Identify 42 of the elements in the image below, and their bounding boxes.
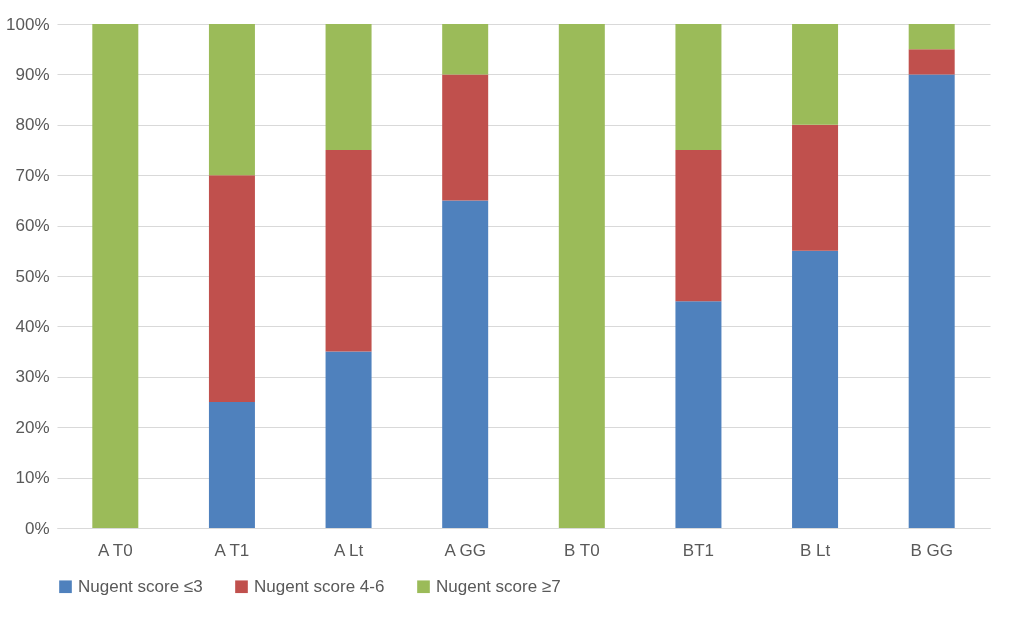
bar	[675, 301, 722, 528]
bar	[208, 175, 255, 402]
x-tick-label: BT1	[682, 540, 715, 560]
bar	[442, 24, 489, 75]
y-tick-label: 80%	[15, 115, 50, 135]
x-tick-label: B GG	[910, 540, 953, 560]
bar	[792, 250, 839, 528]
bar	[908, 74, 955, 528]
bar	[442, 200, 489, 528]
bar	[792, 124, 839, 251]
bar	[675, 150, 722, 302]
bar	[558, 24, 605, 528]
bar	[908, 49, 955, 75]
x-tick-label: A T0	[97, 540, 133, 560]
legend-label: Nugent score 4-6	[254, 576, 385, 596]
y-tick-label: 90%	[15, 64, 50, 84]
bar	[325, 351, 372, 528]
bar	[442, 74, 489, 201]
bar	[792, 24, 839, 125]
y-tick-label: 10%	[15, 468, 50, 488]
bar	[208, 402, 255, 528]
bar	[908, 24, 955, 50]
y-tick-label: 100%	[6, 14, 50, 34]
bar	[325, 24, 372, 150]
y-tick-label: 70%	[15, 165, 50, 185]
y-tick-label: 60%	[15, 216, 50, 236]
x-tick-label: A T1	[214, 540, 250, 560]
y-tick-label: 20%	[15, 417, 50, 437]
y-tick-label: 30%	[15, 367, 50, 387]
y-tick-label: 40%	[15, 316, 50, 336]
legend-label: Nugent score ≥7	[436, 576, 561, 596]
bar	[675, 24, 722, 150]
x-tick-label: B Lt	[799, 540, 831, 560]
x-tick-label: A GG	[444, 540, 486, 560]
bar	[325, 150, 372, 352]
legend-label: Nugent score ≤3	[78, 576, 203, 596]
x-tick-label: A Lt	[333, 540, 364, 560]
bar	[92, 24, 139, 528]
x-tick-label: B T0	[564, 540, 600, 560]
bar	[208, 24, 255, 176]
y-tick-label: 50%	[15, 266, 50, 286]
y-tick-label: 0%	[24, 518, 50, 538]
